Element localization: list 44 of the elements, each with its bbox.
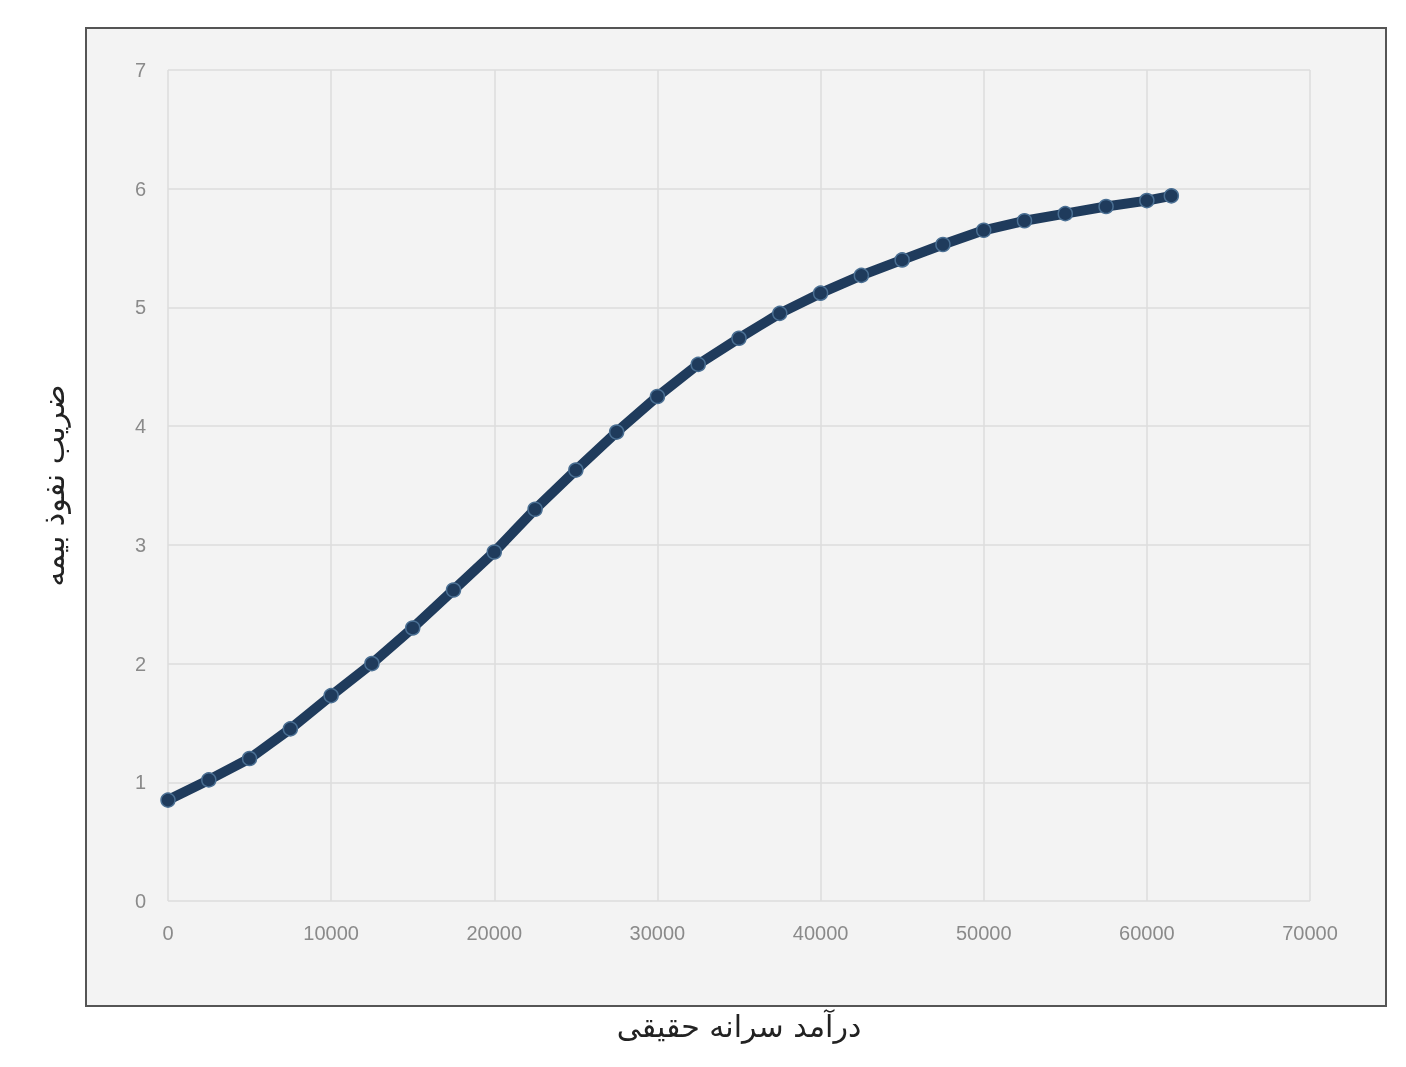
x-tick-label: 70000 (1282, 922, 1338, 944)
point (731, 330, 747, 347)
x-tick-label: 10000 (303, 922, 359, 944)
point (1163, 188, 1180, 204)
point (853, 267, 870, 284)
y-tick-label: 2 (134, 652, 146, 675)
point (241, 750, 258, 767)
y-tick-label: 1 (134, 771, 146, 794)
x-axis-title: درآمد سرانه حقیقی (616, 1008, 862, 1044)
x-tick-label: 0 (162, 922, 174, 944)
point (690, 356, 706, 373)
point (486, 544, 503, 560)
x-tick-label: 50000 (955, 922, 1012, 944)
y-axis-title: ضریب نفوذ بیمه (35, 384, 71, 587)
point (160, 792, 176, 808)
point (1057, 205, 1074, 222)
point (608, 424, 625, 440)
y-tick-label: 6 (134, 177, 146, 200)
point (894, 252, 910, 268)
point (445, 582, 462, 598)
point (201, 772, 217, 788)
point (364, 655, 380, 672)
point (935, 236, 951, 253)
point (568, 462, 584, 478)
point (772, 305, 788, 322)
y-tick-label: 4 (134, 415, 146, 438)
x-tick-label: 30000 (629, 922, 686, 944)
y-tick-label: 5 (134, 296, 146, 319)
x-tick-label: 20000 (466, 922, 523, 944)
point (812, 285, 829, 301)
y-tick-label: 0 (134, 890, 146, 912)
point (975, 222, 992, 239)
x-tick-label: 40000 (792, 922, 849, 944)
point (323, 687, 339, 704)
point (1139, 192, 1155, 209)
x-tick-label: 60000 (1119, 922, 1175, 944)
point (404, 620, 421, 636)
y-tick-label: 7 (134, 59, 146, 81)
point (1016, 213, 1033, 229)
point (1098, 198, 1114, 215)
point (649, 388, 666, 405)
point (282, 721, 299, 737)
point (527, 501, 543, 517)
y-tick-label: 3 (134, 533, 146, 556)
